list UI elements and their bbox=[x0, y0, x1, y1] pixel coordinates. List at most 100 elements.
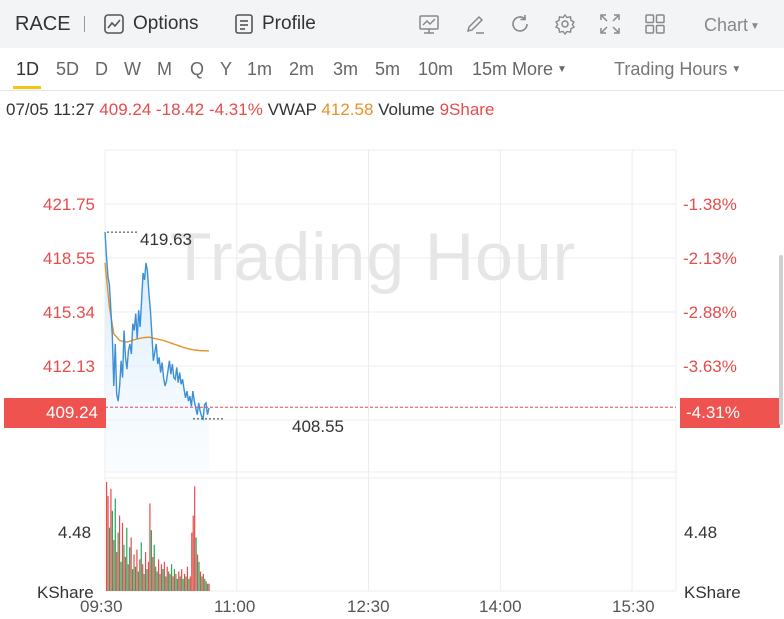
volume-bar bbox=[126, 527, 128, 591]
volume-bar bbox=[204, 578, 206, 591]
period-15m[interactable]: 15m bbox=[472, 59, 508, 79]
x-label-1100: 11:00 bbox=[214, 597, 256, 616]
current-pct-badge: -4.31% bbox=[680, 398, 780, 428]
volume-bar bbox=[192, 515, 194, 591]
quote-change-pct: -4.31% bbox=[208, 100, 263, 119]
volume-bar bbox=[196, 554, 199, 591]
volume-bar bbox=[140, 542, 142, 591]
y-label-left-2: 418.55 bbox=[43, 249, 95, 268]
x-label-1400: 14:00 bbox=[479, 597, 522, 616]
volume-bar bbox=[183, 573, 186, 591]
x-label-1530: 15:30 bbox=[612, 597, 655, 616]
volume-bar bbox=[181, 569, 183, 591]
chart-grid bbox=[104, 149, 677, 592]
y-label-right-4: -3.63% bbox=[683, 357, 737, 376]
chart-type-dropdown[interactable]: Chart ▼ bbox=[704, 15, 760, 36]
options-label: Options bbox=[133, 13, 199, 34]
price-line bbox=[104, 232, 210, 422]
period-m[interactable]: M bbox=[157, 59, 172, 79]
trading-hours-label: Trading Hours bbox=[614, 59, 728, 79]
volume-bar bbox=[127, 564, 129, 591]
volume-bar bbox=[116, 552, 118, 591]
volume-bar bbox=[175, 573, 177, 591]
volume-bar bbox=[114, 498, 116, 591]
volume-bar bbox=[188, 578, 190, 591]
fullscreen-icon[interactable] bbox=[599, 13, 621, 35]
chevron-down-icon: ▼ bbox=[557, 64, 567, 75]
top-toolbar: RACE Options Profile bbox=[0, 0, 784, 48]
volume-bar bbox=[133, 554, 135, 591]
chart-type-label: Chart bbox=[704, 15, 749, 35]
volume-bar bbox=[191, 532, 193, 591]
settings-gear-icon[interactable] bbox=[554, 13, 576, 35]
volume-bar bbox=[136, 549, 138, 591]
volume-axis-value-right: 4.48 bbox=[684, 523, 718, 542]
current-price-badge-text: 409.24 bbox=[46, 403, 98, 422]
more-periods-dropdown[interactable]: More ▼ bbox=[512, 59, 567, 80]
period-2m[interactable]: 2m bbox=[289, 59, 315, 79]
volume-bar bbox=[146, 569, 148, 591]
period-10m[interactable]: 10m bbox=[418, 59, 454, 79]
profile-icon bbox=[235, 14, 253, 34]
volume-value: 9Share bbox=[439, 100, 495, 119]
volume-bar bbox=[169, 573, 171, 591]
vertical-scrollbar[interactable] bbox=[779, 255, 783, 425]
period-w[interactable]: W bbox=[124, 59, 141, 79]
volume-axis-unit-left: KShare bbox=[37, 583, 94, 602]
volume-bar bbox=[137, 571, 139, 591]
period-5m[interactable]: 5m bbox=[375, 59, 401, 79]
y-label-left-1: 421.75 bbox=[43, 195, 95, 214]
refresh-icon[interactable] bbox=[509, 13, 531, 35]
x-label-1230: 12:30 bbox=[347, 597, 390, 616]
volume-bar bbox=[189, 576, 191, 591]
trading-hour-watermark: Trading Hour bbox=[170, 219, 577, 295]
volume-bar bbox=[111, 510, 113, 591]
period-1m[interactable]: 1m bbox=[247, 59, 273, 79]
period-5d[interactable]: 5D bbox=[56, 59, 80, 79]
options-button[interactable]: Options bbox=[103, 13, 198, 35]
volume-bar bbox=[208, 583, 210, 591]
toolbar-divider bbox=[84, 16, 85, 32]
profile-label: Profile bbox=[262, 13, 316, 34]
period-3m[interactable]: 3m bbox=[333, 59, 359, 79]
low-price-label: 408.55 bbox=[292, 417, 344, 436]
period-d[interactable]: D bbox=[95, 59, 108, 79]
layout-grid-icon[interactable] bbox=[644, 13, 666, 35]
volume-bar bbox=[168, 571, 170, 591]
high-price-label: 419.63 bbox=[140, 230, 192, 249]
volume-bar bbox=[144, 552, 147, 591]
profile-button[interactable]: Profile bbox=[234, 13, 316, 35]
indicator-icon[interactable] bbox=[418, 13, 440, 35]
volume-bar bbox=[117, 532, 119, 591]
volume-bar bbox=[199, 571, 202, 591]
trading-hours-dropdown[interactable]: Trading Hours ▼ bbox=[614, 59, 741, 80]
volume-bar bbox=[139, 559, 141, 591]
volume-bar bbox=[163, 561, 165, 591]
volume-bar bbox=[165, 576, 167, 591]
volume-bar bbox=[150, 530, 152, 591]
current-pct-badge-text: -4.31% bbox=[686, 403, 740, 422]
period-y[interactable]: Y bbox=[220, 59, 233, 79]
volume-bar bbox=[131, 569, 134, 591]
volume-bar bbox=[170, 564, 173, 591]
volume-bar bbox=[162, 569, 164, 591]
volume-bars bbox=[106, 482, 210, 591]
volume-bar bbox=[120, 561, 122, 591]
volume-bar bbox=[166, 566, 168, 591]
draw-pen-icon[interactable] bbox=[464, 13, 486, 35]
quote-info-line: 07/05 11:27 409.24 -18.42 -4.31% VWAP 41… bbox=[6, 100, 494, 120]
volume-bar bbox=[134, 566, 137, 591]
period-1d[interactable]: 1D bbox=[16, 59, 40, 79]
volume-bar bbox=[113, 539, 115, 591]
volume-bar bbox=[107, 496, 109, 591]
period-q[interactable]: Q bbox=[190, 59, 205, 79]
y-label-right-3: -2.88% bbox=[683, 303, 737, 322]
volume-bar bbox=[130, 537, 132, 591]
volume-bar bbox=[129, 547, 131, 591]
more-label: More bbox=[512, 59, 554, 79]
volume-bar bbox=[157, 559, 160, 591]
volume-bar bbox=[142, 564, 144, 591]
active-period-indicator bbox=[13, 86, 41, 89]
volume-bar bbox=[143, 573, 145, 591]
